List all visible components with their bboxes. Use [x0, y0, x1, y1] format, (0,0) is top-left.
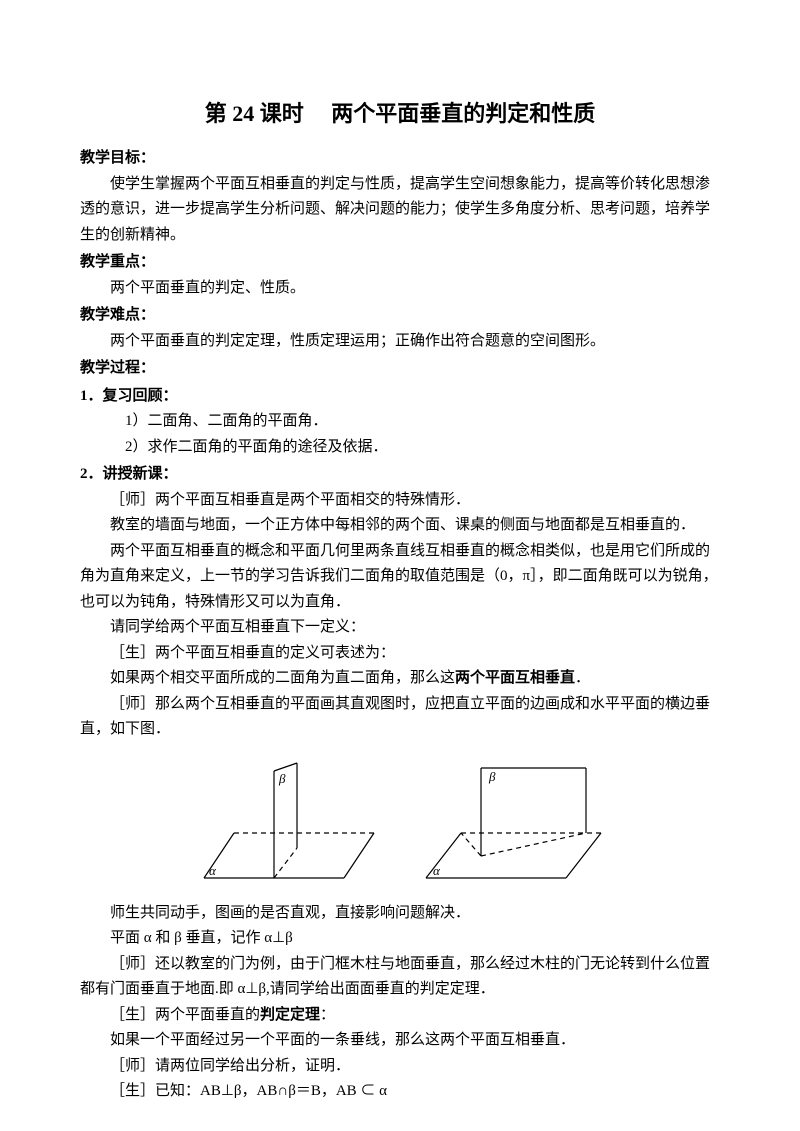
goal-text: 使学生掌握两个平面互相垂直的判定与性质，提高学生空间想象能力，提高等价转化思想渗… — [80, 172, 720, 249]
difficulty-text: 两个平面垂直的判定定理，性质定理运用；正确作出符合题意的空间图形。 — [80, 329, 720, 355]
figure-row: αβ αβ — [80, 753, 720, 893]
para-13: ［师］请两位同学给出分析，证明． — [80, 1054, 720, 1080]
para-10: ［师］还以教室的门为例，由于门框木柱与地面垂直，那么经过木柱的门无论转到什么位置… — [80, 952, 720, 1003]
para-11: ［生］两个平面垂直的判定定理： — [80, 1003, 720, 1029]
newlesson-header: 2．讲授新课： — [80, 462, 720, 488]
para-2: 教室的墙面与地面，一个正方体中每相邻的两个面、课桌的侧面与地面都是互相垂直的． — [80, 513, 720, 539]
focus-header: 教学重点： — [80, 250, 720, 276]
lesson-title: 第 24 课时 两个平面垂直的判定和性质 — [80, 95, 720, 132]
para-1: ［师］两个平面互相垂直是两个平面相交的特殊情形． — [80, 488, 720, 514]
goal-header: 教学目标： — [80, 146, 720, 172]
para-11c: ： — [320, 1007, 335, 1023]
review-item-2: 2）求作二面角的平面角的途径及依据． — [80, 435, 720, 461]
diagram-perpendicular-left: αβ — [189, 753, 379, 893]
para-7: ［师］那么两个互相垂直的平面画其直观图时，应把直立平面的边画成和水平平面的横边垂… — [80, 692, 720, 743]
para-6a: 如果两个相交平面所成的二面角为直二面角，那么这 — [110, 670, 455, 686]
para-4: 请同学给两个平面互相垂直下一定义： — [80, 615, 720, 641]
review-item-1: 1）二面角、二面角的平面角． — [80, 409, 720, 435]
diagram-perpendicular-right: αβ — [411, 753, 611, 893]
para-9: 平面 α 和 β 垂直，记作 α⊥β — [80, 926, 720, 952]
para-11b-bold: 判定定理 — [260, 1007, 320, 1023]
para-8: 师生共同动手，图画的是否直观，直接影响问题解决． — [80, 901, 720, 927]
para-12: 如果一个平面经过另一个平面的一条垂线，那么这两个平面互相垂直． — [80, 1028, 720, 1054]
svg-text:β: β — [278, 771, 286, 786]
svg-text:β: β — [488, 769, 496, 784]
para-11a: ［生］两个平面垂直的 — [110, 1007, 260, 1023]
para-5: ［生］两个平面互相垂直的定义可表述为： — [80, 641, 720, 667]
process-header: 教学过程： — [80, 356, 720, 382]
review-header: 1．复习回顾： — [80, 384, 720, 410]
para-6c: ． — [575, 670, 590, 686]
para-3: 两个平面互相垂直的概念和平面几何里两条直线互相垂直的概念相类似，也是用它们所成的… — [80, 539, 720, 616]
svg-text:α: α — [433, 863, 441, 878]
para-14: ［生］已知：AB⊥β，AB∩β＝B，AB ⊂ α — [80, 1079, 720, 1105]
document-page: 第 24 课时 两个平面垂直的判定和性质 教学目标： 使学生掌握两个平面互相垂直… — [0, 0, 800, 1131]
para-6b-bold: 两个平面互相垂直 — [455, 670, 575, 686]
difficulty-header: 教学难点： — [80, 303, 720, 329]
para-6: 如果两个相交平面所成的二面角为直二面角，那么这两个平面互相垂直． — [80, 666, 720, 692]
svg-text:α: α — [209, 863, 217, 878]
focus-text: 两个平面垂直的判定、性质。 — [80, 276, 720, 302]
